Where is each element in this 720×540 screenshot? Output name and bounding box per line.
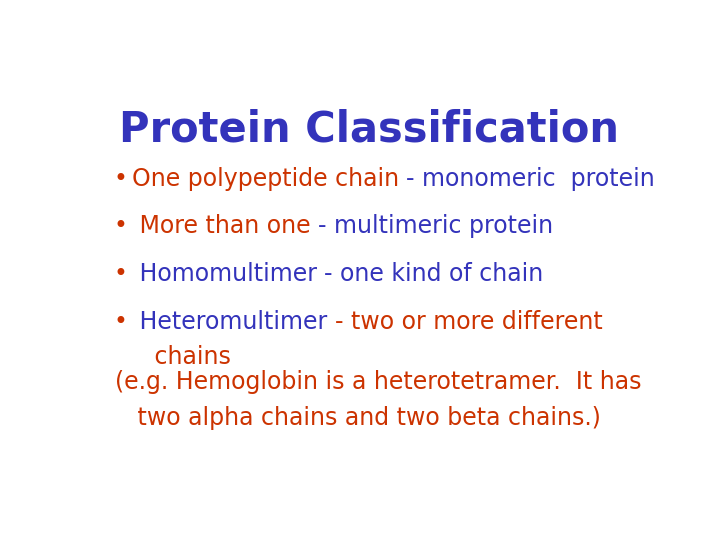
Text: Homomultimer: Homomultimer bbox=[132, 262, 324, 286]
Text: More than one: More than one bbox=[132, 214, 318, 239]
Text: Heteromultimer: Heteromultimer bbox=[132, 310, 335, 334]
Text: •: • bbox=[114, 262, 127, 286]
Text: One polypeptide chain: One polypeptide chain bbox=[132, 167, 407, 191]
Text: •: • bbox=[114, 167, 127, 191]
Text: chains: chains bbox=[132, 346, 230, 369]
Text: - multimeric protein: - multimeric protein bbox=[318, 214, 553, 239]
Text: Protein Classification: Protein Classification bbox=[119, 109, 619, 151]
Text: (e.g. Hemoglobin is a heterotetramer.  It has: (e.g. Hemoglobin is a heterotetramer. It… bbox=[115, 370, 642, 394]
Text: - two or more different: - two or more different bbox=[335, 310, 603, 334]
Text: - monomeric  protein: - monomeric protein bbox=[407, 167, 655, 191]
Text: two alpha chains and two beta chains.): two alpha chains and two beta chains.) bbox=[115, 406, 601, 430]
Text: •: • bbox=[114, 310, 127, 334]
Text: •: • bbox=[114, 214, 127, 239]
Text: - one kind of chain: - one kind of chain bbox=[324, 262, 544, 286]
